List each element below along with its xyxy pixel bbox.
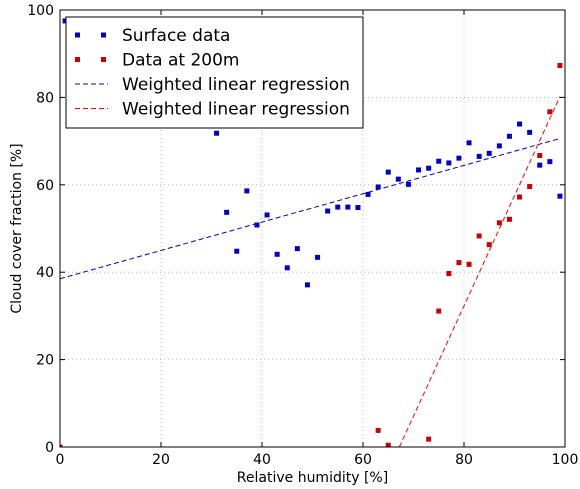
x-axis-label: Relative humidity [%] bbox=[237, 470, 388, 486]
data-point bbox=[304, 282, 310, 288]
data-point bbox=[395, 176, 401, 182]
legend-marker bbox=[101, 32, 106, 38]
legend-box bbox=[65, 16, 364, 129]
data-point bbox=[547, 109, 553, 115]
data-point bbox=[315, 254, 321, 260]
y-tick-label: 0 bbox=[45, 440, 54, 456]
y-tick-label: 100 bbox=[27, 3, 54, 19]
data-point bbox=[405, 181, 411, 187]
data-point bbox=[456, 260, 462, 266]
data-point bbox=[476, 233, 482, 239]
legend-label: Surface data bbox=[122, 26, 230, 46]
data-point bbox=[325, 208, 331, 214]
data-point bbox=[234, 248, 240, 254]
x-tick-label: 100 bbox=[552, 452, 579, 468]
data-point bbox=[416, 167, 422, 173]
data-point bbox=[476, 153, 482, 159]
data-point bbox=[385, 442, 391, 447]
data-point bbox=[214, 130, 220, 136]
legend-entry: Surface data bbox=[75, 26, 230, 46]
legend-label: Weighted linear regression bbox=[122, 100, 350, 120]
data-point bbox=[426, 165, 432, 171]
data-point bbox=[264, 212, 270, 218]
legend: Surface data Data at 200m Weighted linear … bbox=[65, 16, 364, 129]
data-point bbox=[466, 261, 472, 267]
data-point bbox=[60, 444, 63, 447]
data-point bbox=[274, 251, 280, 257]
y-tick-label: 40 bbox=[36, 265, 54, 281]
data-point bbox=[517, 194, 523, 200]
data-point bbox=[365, 191, 371, 197]
legend-entries: Surface data Data at 200m Weighted linear … bbox=[75, 26, 350, 120]
series-2 bbox=[60, 137, 561, 280]
legend-marker bbox=[101, 57, 106, 62]
data-point bbox=[486, 242, 492, 248]
regression-line bbox=[398, 96, 561, 447]
data-point bbox=[506, 216, 512, 222]
legend-marker bbox=[75, 32, 80, 38]
y-tick-label: 20 bbox=[36, 353, 54, 369]
data-point bbox=[456, 155, 462, 161]
legend-label: Weighted linear regression bbox=[122, 75, 350, 95]
x-tick-label: 60 bbox=[354, 452, 372, 468]
y-tick-label: 80 bbox=[36, 90, 54, 106]
x-tick-label: 0 bbox=[56, 452, 65, 468]
data-point bbox=[486, 150, 492, 156]
data-point bbox=[345, 204, 351, 210]
data-point bbox=[537, 162, 543, 168]
data-point bbox=[496, 220, 502, 226]
plot-frame bbox=[59, 9, 566, 448]
data-point bbox=[547, 159, 553, 165]
data-point bbox=[496, 143, 502, 149]
data-point bbox=[294, 246, 300, 252]
regression-line bbox=[60, 137, 561, 280]
legend-entry: Weighted linear regression bbox=[75, 100, 350, 120]
x-tick-label: 80 bbox=[455, 452, 473, 468]
legend-marker bbox=[75, 57, 80, 62]
data-point bbox=[355, 205, 361, 211]
data-point bbox=[385, 169, 391, 175]
data-point bbox=[527, 184, 533, 190]
legend-label: Data at 200m bbox=[122, 51, 240, 71]
data-point bbox=[506, 133, 512, 139]
data-point bbox=[446, 271, 452, 277]
data-point bbox=[375, 184, 381, 190]
data-point bbox=[335, 204, 341, 210]
data-point bbox=[62, 18, 68, 24]
axis-ticks: 0 20 40 60 80 100 0 20 40 60 80 100 bbox=[27, 3, 578, 468]
data-point bbox=[254, 222, 260, 228]
y-tick-label: 60 bbox=[36, 178, 54, 194]
legend-entry: Data at 200m bbox=[75, 51, 240, 71]
x-tick-label: 20 bbox=[152, 452, 170, 468]
data-point bbox=[557, 193, 563, 199]
series-0 bbox=[62, 18, 563, 288]
series-1 bbox=[60, 62, 563, 447]
data-point bbox=[466, 140, 472, 146]
series-3 bbox=[398, 96, 561, 447]
y-axis-label: Cloud cover fraction [%] bbox=[9, 143, 25, 313]
data-point bbox=[436, 158, 442, 164]
data-point bbox=[224, 209, 230, 215]
data-point bbox=[537, 153, 543, 159]
data-point bbox=[375, 427, 381, 433]
data-point bbox=[527, 129, 533, 135]
data-point bbox=[436, 308, 442, 314]
x-tick-label: 40 bbox=[253, 452, 271, 468]
data-point bbox=[557, 62, 563, 68]
data-point bbox=[426, 436, 432, 442]
data-point bbox=[446, 160, 452, 166]
data-point bbox=[244, 188, 250, 194]
data-point bbox=[284, 265, 290, 271]
data-point bbox=[517, 121, 523, 127]
legend-entry: Weighted linear regression bbox=[75, 75, 350, 95]
plot-area bbox=[60, 18, 563, 447]
